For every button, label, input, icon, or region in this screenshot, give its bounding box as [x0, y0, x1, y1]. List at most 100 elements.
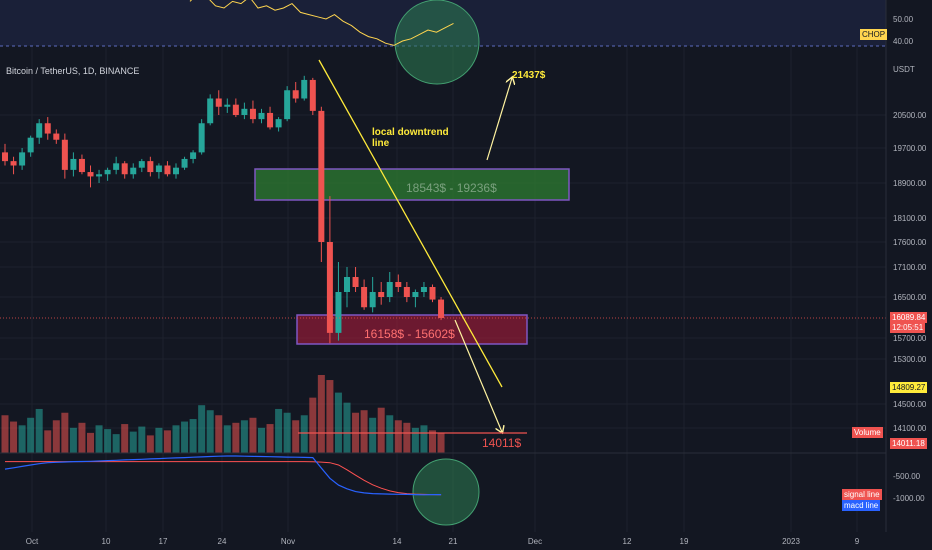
- volume-bar: [360, 410, 368, 453]
- candle: [258, 108, 265, 124]
- candle: [395, 274, 402, 292]
- downtrend-label: local downtrend line: [372, 127, 449, 149]
- time-tick-label: 17: [159, 537, 168, 546]
- candle: [249, 100, 256, 124]
- price-tick-label: 20500.00: [893, 111, 927, 120]
- arrow-up: [486, 78, 512, 161]
- candle: [241, 102, 248, 120]
- candle: [386, 272, 393, 303]
- currency-label: USDT: [893, 65, 915, 74]
- price-tick-label: 17600.00: [893, 238, 927, 247]
- candle: [420, 282, 427, 297]
- candle: [318, 106, 325, 262]
- volume-bar: [18, 425, 26, 453]
- target-down-label: 14011$: [482, 436, 521, 450]
- time-tick-label: 9: [855, 537, 860, 546]
- volume-bar: [232, 422, 240, 453]
- volume-bar: [343, 402, 351, 453]
- time-tick-label: Nov: [281, 537, 295, 546]
- volume-tag[interactable]: Volume: [852, 427, 883, 438]
- price-tick-label: 16500.00: [893, 293, 927, 302]
- chop-tag[interactable]: CHOP: [860, 29, 888, 40]
- chop-tick-label: 50.00: [893, 15, 914, 24]
- candle: [181, 156, 188, 170]
- target-up-label: 21437$: [512, 70, 546, 81]
- candle: [335, 262, 342, 341]
- volume-bar: [369, 417, 377, 453]
- level-low-tag: 14011.18: [890, 438, 927, 449]
- candle: [190, 150, 197, 164]
- price-tick-label: 19700.00: [893, 144, 927, 153]
- volume-bar: [215, 415, 223, 453]
- volume-bar: [44, 430, 52, 453]
- candle: [369, 277, 376, 313]
- volume-bar: [283, 412, 291, 453]
- candle: [130, 163, 137, 179]
- price-tick-label: 14100.00: [893, 424, 927, 433]
- time-tick-label: 2023: [782, 537, 800, 546]
- time-tick-label: 19: [680, 537, 689, 546]
- time-tick-label: 12: [623, 537, 632, 546]
- volume-bar: [429, 430, 436, 453]
- volume-bar: [206, 410, 214, 453]
- volume-bar: [138, 426, 146, 453]
- red-zone-label: 16158$ - 15602$: [364, 327, 455, 341]
- volume-bar: [52, 420, 60, 453]
- candle: [309, 77, 316, 115]
- volume-bar: [309, 397, 317, 453]
- candle: [78, 154, 85, 175]
- volume-bar: [10, 421, 18, 453]
- candle: [326, 196, 333, 344]
- volume-bar: [317, 375, 325, 453]
- price-tick-label: 18100.00: [893, 214, 927, 223]
- volume-bar: [1, 415, 9, 453]
- countdown-tag: 12:05:51: [890, 322, 926, 333]
- volume-bar: [292, 420, 300, 453]
- time-tick-label: 10: [102, 537, 111, 546]
- candle: [232, 98, 239, 118]
- candle: [113, 156, 120, 175]
- time-tick-label: Dec: [528, 537, 542, 546]
- resistance-zone: [254, 168, 570, 201]
- candle: [215, 90, 222, 115]
- candle: [198, 119, 205, 155]
- volume-bar: [69, 427, 77, 453]
- macd-line-tag[interactable]: macd line: [842, 500, 881, 511]
- candle: [138, 158, 145, 173]
- macd-tick-label: -500.00: [893, 472, 921, 481]
- candle: [378, 282, 385, 305]
- volume-bar: [420, 425, 428, 453]
- price-axis[interactable]: 20500.00 19700.00 18900.00 18100.00 17600.00…: [893, 15, 927, 503]
- volume-bar: [377, 407, 385, 453]
- volume-bar: [61, 412, 69, 453]
- price-tick-label: 15700.00: [893, 334, 927, 343]
- chop-tick-label: 40.00: [893, 37, 914, 46]
- candle: [292, 82, 299, 103]
- time-tick-label: 24: [218, 537, 227, 546]
- volume-bar: [163, 430, 171, 453]
- volume-bar: [300, 415, 308, 453]
- volume-bar: [35, 408, 43, 453]
- price-tick-label: 17100.00: [893, 263, 927, 272]
- volume-bar: [155, 427, 163, 453]
- candle: [27, 135, 34, 157]
- grid-lines: [0, 0, 886, 532]
- green-zone-label: 18543$ - 19236$: [406, 181, 497, 195]
- volume-bar: [189, 419, 197, 453]
- signal-line-tag[interactable]: signal line: [842, 489, 882, 500]
- symbol-title[interactable]: Bitcoin / TetherUS, 1D, BINANCE: [6, 66, 140, 76]
- support-zone: [296, 314, 528, 345]
- time-axis[interactable]: Oct 10 17 24 Nov 14 21 Dec 12 19 2023 9: [26, 537, 860, 546]
- candle: [284, 86, 291, 122]
- volume-bar: [198, 405, 206, 453]
- price-tick-label: 18900.00: [893, 179, 927, 188]
- volume-bar: [266, 424, 274, 453]
- candle: [224, 98, 231, 113]
- candle: [344, 267, 350, 308]
- time-tick-label: 21: [449, 537, 458, 546]
- volume-bar: [275, 408, 283, 453]
- volume-bar: [27, 417, 35, 453]
- candle: [155, 163, 162, 179]
- volume-bar: [249, 417, 257, 453]
- candle: [438, 297, 445, 321]
